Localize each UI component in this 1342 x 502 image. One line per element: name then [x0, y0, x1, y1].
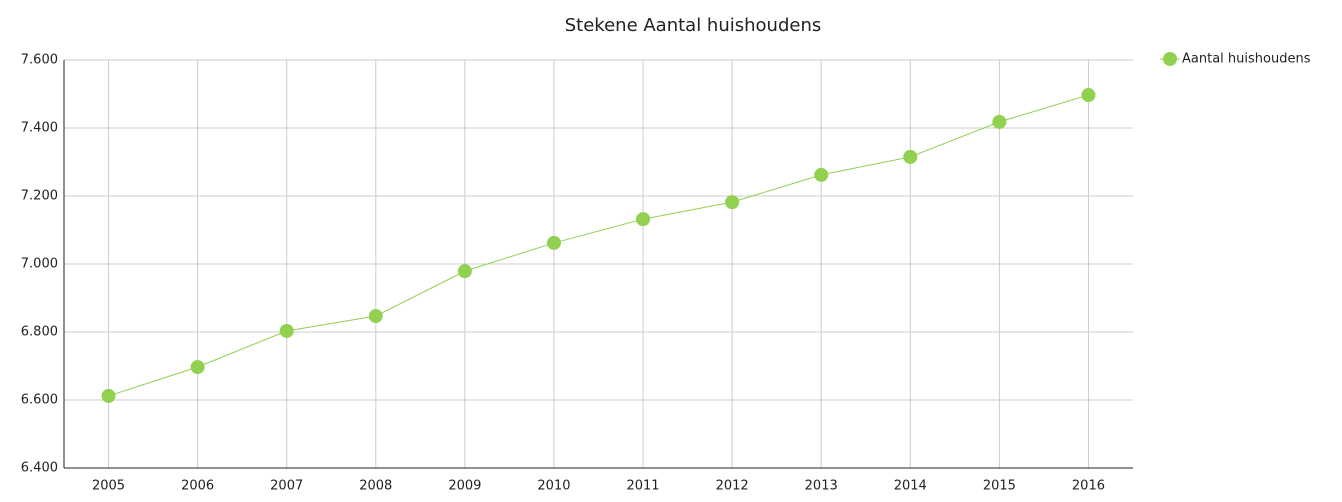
- y-tick-label: 6.800: [21, 325, 58, 340]
- data-point: [1081, 88, 1096, 103]
- legend-marker: [1163, 52, 1177, 66]
- x-tick-label: 2009: [448, 479, 481, 494]
- x-tick-label: 2010: [537, 479, 570, 494]
- x-tick-label: 2012: [716, 479, 749, 494]
- data-point: [903, 149, 918, 164]
- x-tick-label: 2013: [805, 479, 838, 494]
- data-point: [636, 212, 651, 227]
- data-point: [814, 167, 829, 182]
- data-point: [101, 388, 116, 403]
- y-tick-label: 7.400: [21, 121, 58, 136]
- data-point: [368, 309, 383, 324]
- x-tick-label: 2006: [181, 479, 214, 494]
- x-tick-label: 2015: [983, 479, 1016, 494]
- y-tick-label: 6.600: [21, 393, 58, 408]
- y-tick-label: 7.600: [21, 53, 58, 68]
- data-point: [992, 114, 1007, 129]
- legend-label: Aantal huishoudens: [1182, 52, 1311, 67]
- data-point: [190, 360, 205, 375]
- y-tick-label: 6.400: [21, 461, 58, 476]
- x-tick-label: 2005: [92, 479, 125, 494]
- data-point: [546, 235, 561, 250]
- x-tick-label: 2016: [1072, 479, 1105, 494]
- x-tick-label: 2007: [270, 479, 303, 494]
- chart-title: Stekene Aantal huishoudens: [565, 15, 822, 36]
- x-tick-label: 2011: [626, 479, 659, 494]
- x-tick-label: 2008: [359, 479, 392, 494]
- data-point: [725, 195, 740, 210]
- series-line: [108, 94, 1089, 397]
- y-tick-label: 7.200: [21, 189, 58, 204]
- data-point: [457, 264, 472, 279]
- y-tick-label: 7.000: [21, 257, 58, 272]
- data-point: [279, 323, 294, 338]
- x-tick-label: 2014: [894, 479, 927, 494]
